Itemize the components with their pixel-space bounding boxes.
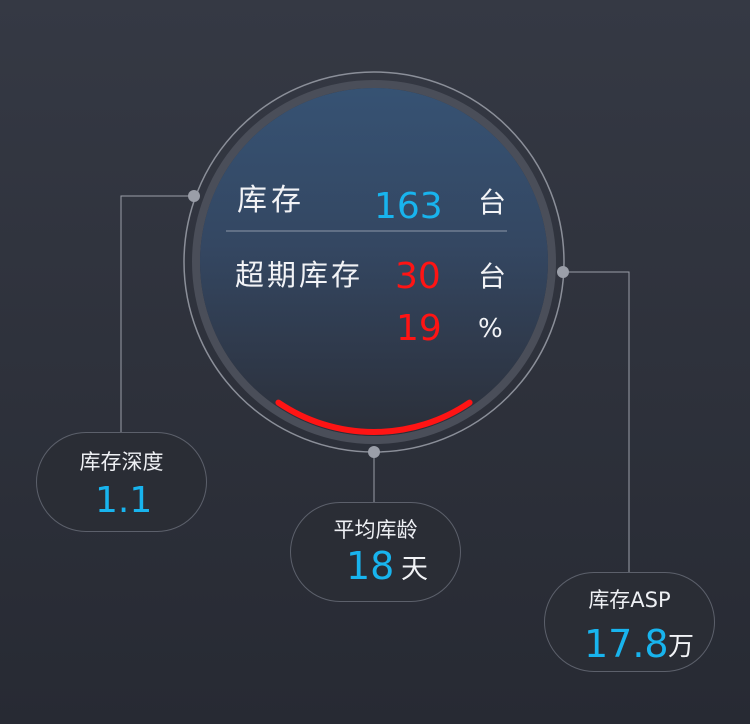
stat-age-unit: 天	[401, 554, 428, 585]
connector-line-depth	[120, 195, 194, 432]
stat-age-value: 18	[346, 544, 395, 588]
stat-card-depth: 库存深度 1.1	[36, 432, 207, 532]
stat-asp-unit: 万	[668, 632, 695, 662]
inventory-unit: 台	[478, 186, 507, 219]
stat-age-label: 平均库龄	[333, 518, 418, 542]
gauge-disc	[200, 88, 548, 436]
inventory-value: 163	[374, 186, 443, 227]
stat-card-age: 平均库龄 18 天	[290, 502, 461, 602]
stat-depth-label: 库存深度	[79, 450, 164, 474]
overdue-value: 30	[395, 256, 441, 297]
connector-dot-age	[368, 446, 380, 458]
stat-asp-label: 库存ASP	[588, 588, 671, 612]
overdue-gauge-arc	[275, 399, 473, 435]
stat-asp-value: 17.8	[584, 622, 669, 666]
overdue-unit: 台	[478, 260, 507, 293]
overdue-percent-value: 19	[396, 308, 442, 349]
inner-ring	[192, 80, 556, 444]
connector-dot-asp	[557, 266, 569, 278]
overdue-percent-unit: %	[478, 314, 503, 344]
stat-depth-value: 1.1	[95, 480, 153, 521]
stat-card-asp: 库存ASP 17.8 万	[544, 572, 715, 672]
overdue-label: 超期库存	[235, 258, 364, 292]
connector-line-asp	[563, 271, 630, 572]
inventory-label: 库存	[237, 183, 305, 218]
connector-dot-depth	[188, 190, 200, 202]
